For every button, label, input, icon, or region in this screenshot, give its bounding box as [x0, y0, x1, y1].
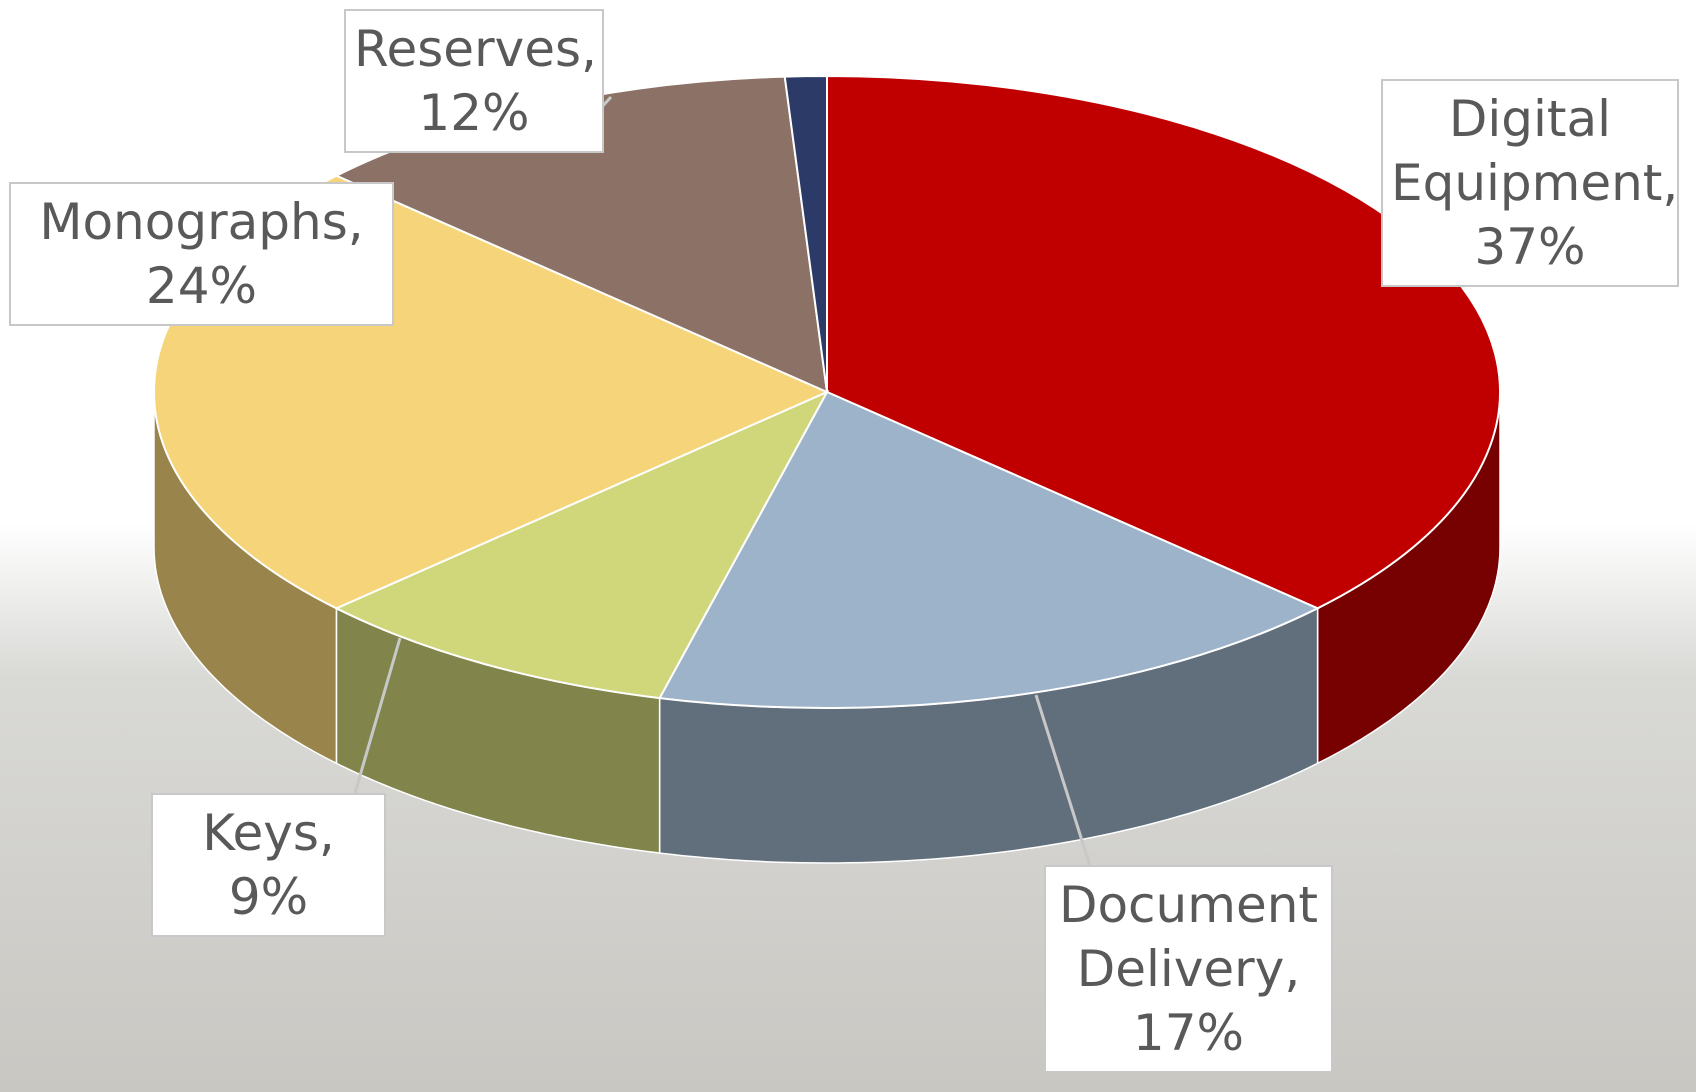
slice — [783, 74, 828, 393]
label-value: 9% — [228, 868, 309, 926]
label-value: 24% — [145, 257, 258, 315]
label-value: 37% — [1474, 218, 1586, 276]
data-label: Digital Equipment, 37% — [1381, 79, 1679, 287]
label-category: Keys, — [202, 804, 335, 862]
label-category: Reserves, — [354, 20, 597, 78]
data-label: Keys, 9% — [151, 793, 386, 937]
leader-line — [1034, 694, 1092, 867]
slice — [658, 390, 1320, 710]
data-label: Reserves, 12% — [344, 9, 604, 153]
label-category: Document Delivery, — [1058, 876, 1319, 998]
label-value: 12% — [418, 84, 530, 142]
data-label: Document Delivery, 17% — [1044, 865, 1333, 1073]
slice — [334, 389, 830, 700]
data-label: Monographs, 24% — [9, 182, 394, 326]
label-category: Monographs, — [39, 193, 364, 251]
label-value: 17% — [1132, 1004, 1245, 1062]
label-category: Digital Equipment, — [1391, 90, 1679, 212]
leader-line — [353, 637, 402, 794]
